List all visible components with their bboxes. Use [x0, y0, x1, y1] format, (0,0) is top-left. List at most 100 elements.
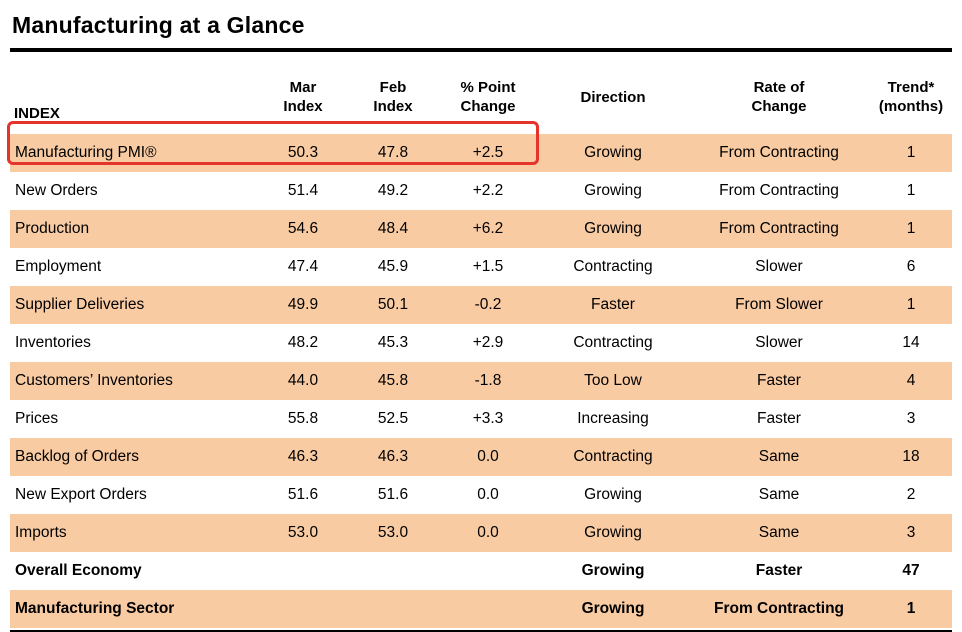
cell-rate-of-change: From Contracting	[688, 134, 870, 172]
cell-index: Inventories	[15, 334, 91, 351]
cell-direction: Contracting	[538, 438, 688, 476]
cell-point-change: +2.2	[472, 182, 504, 199]
cell-mar-index	[258, 590, 348, 628]
title-rule	[10, 48, 952, 52]
cell-point-change: +2.9	[472, 334, 504, 351]
column-header-point-change: % Point Change	[460, 79, 516, 115]
cell-feb-index: 49.2	[377, 182, 409, 199]
table-row-overall-economy: Overall Economy Growing Faster 47	[10, 552, 952, 590]
cell-mar-index: 48.2	[287, 334, 319, 351]
cell-rate-of-change: Same	[688, 438, 870, 476]
cell-index: Employment	[15, 258, 102, 275]
cell-index: Imports	[10, 514, 258, 552]
column-header-trend: Trend* (months)	[878, 79, 944, 115]
cell-direction: Growing	[538, 134, 688, 172]
table-row-backlog-of-orders: Backlog of Orders 46.3 46.3 0.0 Contracting S…	[10, 438, 952, 476]
cell-direction: Growing	[538, 514, 688, 552]
cell-feb-index: 45.3	[377, 334, 409, 351]
cell-feb-index	[348, 590, 438, 628]
table-row-customers-inventories: Customers’ Inventories 44.0 45.8 -1.8 Too Lo…	[10, 362, 952, 400]
cell-mar-index	[258, 552, 348, 590]
table-row-employment: Employment 47.4 45.9 +1.5 Contracting Slower 6	[10, 248, 952, 286]
table-row-supplier-deliveries: Supplier Deliveries 49.9 50.1 -0.2 Faster Fro…	[10, 286, 952, 324]
table-row-inventories: Inventories 48.2 45.3 +2.9 Contracting Slower…	[10, 324, 952, 362]
cell-mar-index: 51.4	[287, 182, 319, 199]
cell-rate-of-change: Slower	[755, 334, 803, 351]
cell-trend: 47	[902, 562, 920, 579]
cell-index: Production	[10, 210, 258, 248]
cell-direction: Contracting	[573, 334, 653, 351]
cell-rate-of-change: From Contracting	[719, 182, 839, 199]
cell-direction: Growing	[584, 486, 642, 503]
cell-mar-index: 47.4	[287, 258, 319, 275]
cell-direction: Growing	[581, 562, 645, 579]
cell-direction: Growing	[584, 182, 642, 199]
cell-direction: Faster	[538, 286, 688, 324]
cell-index: Supplier Deliveries	[10, 286, 258, 324]
cell-mar-index: 55.8	[287, 410, 319, 427]
table-row-new-orders: New Orders 51.4 49.2 +2.2 Growing From Contra…	[10, 172, 952, 210]
cell-trend: 1	[870, 590, 952, 628]
cell-index: Backlog of Orders	[10, 438, 258, 476]
cell-mar-index: 51.6	[287, 486, 319, 503]
header-row: INDEX Mar Index Feb Index % Point Change…	[10, 66, 952, 134]
cell-feb-index	[348, 552, 438, 590]
cell-point-change: 0.0	[438, 514, 538, 552]
cell-index: Customers’ Inventories	[10, 362, 258, 400]
cell-mar-index: 49.9	[258, 286, 348, 324]
table-header: INDEX Mar Index Feb Index % Point Change…	[10, 66, 952, 134]
cell-feb-index: 51.6	[377, 486, 409, 503]
page-title: Manufacturing at a Glance	[12, 12, 305, 38]
cell-feb-index: 46.3	[348, 438, 438, 476]
cell-feb-index: 45.9	[377, 258, 409, 275]
manufacturing-at-a-glance-table-wrap: INDEX Mar Index Feb Index % Point Change…	[7, 66, 952, 632]
cell-index: Overall Economy	[15, 562, 142, 579]
cell-index: Manufacturing Sector	[10, 590, 258, 628]
cell-trend: 1	[870, 210, 952, 248]
cell-point-change	[438, 590, 538, 628]
cell-feb-index: 47.8	[348, 134, 438, 172]
cell-index: Prices	[15, 410, 59, 427]
cell-point-change	[438, 552, 538, 590]
cell-point-change: -0.2	[438, 286, 538, 324]
cell-rate-of-change: Same	[688, 514, 870, 552]
column-header-direction: Direction	[580, 88, 646, 106]
cell-point-change: +6.2	[438, 210, 538, 248]
column-header-feb-index: Feb Index	[373, 79, 413, 115]
cell-point-change: -1.8	[438, 362, 538, 400]
cell-direction: Contracting	[573, 258, 653, 275]
cell-mar-index: 46.3	[258, 438, 348, 476]
table-row-manufacturing-pmi: Manufacturing PMI® 50.3 47.8 +2.5 Growing Fro…	[10, 134, 952, 172]
cell-feb-index: 52.5	[377, 410, 409, 427]
cell-trend: 3	[906, 410, 916, 427]
cell-direction: Increasing	[577, 410, 649, 427]
cell-trend: 14	[902, 334, 920, 351]
cell-point-change: +3.3	[472, 410, 504, 427]
cell-feb-index: 50.1	[348, 286, 438, 324]
cell-index: Manufacturing PMI®	[10, 134, 258, 172]
cell-rate-of-change: Slower	[755, 258, 803, 275]
cell-rate-of-change: Faster	[757, 410, 801, 427]
table-row-new-export-orders: New Export Orders 51.6 51.6 0.0 Growing Same 2	[10, 476, 952, 514]
cell-feb-index: 53.0	[348, 514, 438, 552]
manufacturing-at-a-glance-table: INDEX Mar Index Feb Index % Point Change…	[10, 66, 952, 628]
cell-trend: 1	[870, 134, 952, 172]
cell-feb-index: 45.8	[348, 362, 438, 400]
cell-direction: Growing	[538, 590, 688, 628]
cell-rate-of-change: Faster	[755, 562, 803, 579]
cell-rate-of-change: Faster	[688, 362, 870, 400]
table-row-imports: Imports 53.0 53.0 0.0 Growing Same 3	[10, 514, 952, 552]
cell-rate-of-change: From Contracting	[688, 590, 870, 628]
cell-trend: 2	[906, 486, 916, 503]
cell-trend: 4	[870, 362, 952, 400]
cell-direction: Growing	[538, 210, 688, 248]
cell-trend: 1	[906, 182, 916, 199]
cell-trend: 6	[906, 258, 916, 275]
cell-index: New Export Orders	[15, 486, 147, 503]
cell-direction: Too Low	[538, 362, 688, 400]
cell-index: New Orders	[15, 182, 98, 199]
cell-point-change: +1.5	[472, 258, 504, 275]
column-header-mar-index: Mar Index	[283, 79, 323, 115]
cell-trend: 18	[870, 438, 952, 476]
